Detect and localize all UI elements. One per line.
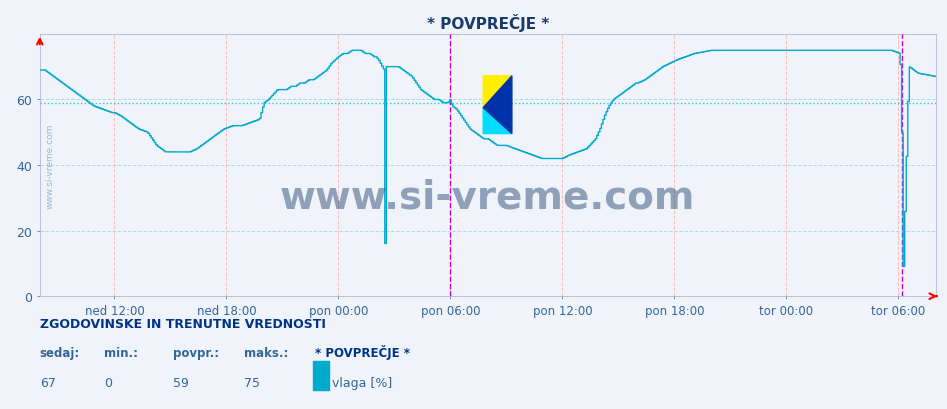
Text: www.si-vreme.com: www.si-vreme.com xyxy=(280,178,695,216)
Text: 75: 75 xyxy=(244,377,260,389)
Text: vlaga [%]: vlaga [%] xyxy=(332,377,393,389)
Text: 67: 67 xyxy=(40,377,56,389)
Polygon shape xyxy=(483,76,512,134)
Polygon shape xyxy=(483,76,512,108)
Text: 59: 59 xyxy=(173,377,189,389)
Title: * POVPREČJE *: * POVPREČJE * xyxy=(426,14,549,32)
Text: min.:: min.: xyxy=(104,346,138,359)
Text: ZGODOVINSKE IN TRENUTNE VREDNOSTI: ZGODOVINSKE IN TRENUTNE VREDNOSTI xyxy=(40,317,326,330)
Text: maks.:: maks.: xyxy=(244,346,289,359)
Text: sedaj:: sedaj: xyxy=(40,346,80,359)
Polygon shape xyxy=(483,108,512,134)
Text: www.si-vreme.com: www.si-vreme.com xyxy=(46,123,55,208)
Text: * POVPREČJE *: * POVPREČJE * xyxy=(315,344,410,359)
Text: povpr.:: povpr.: xyxy=(173,346,220,359)
Text: 0: 0 xyxy=(104,377,112,389)
